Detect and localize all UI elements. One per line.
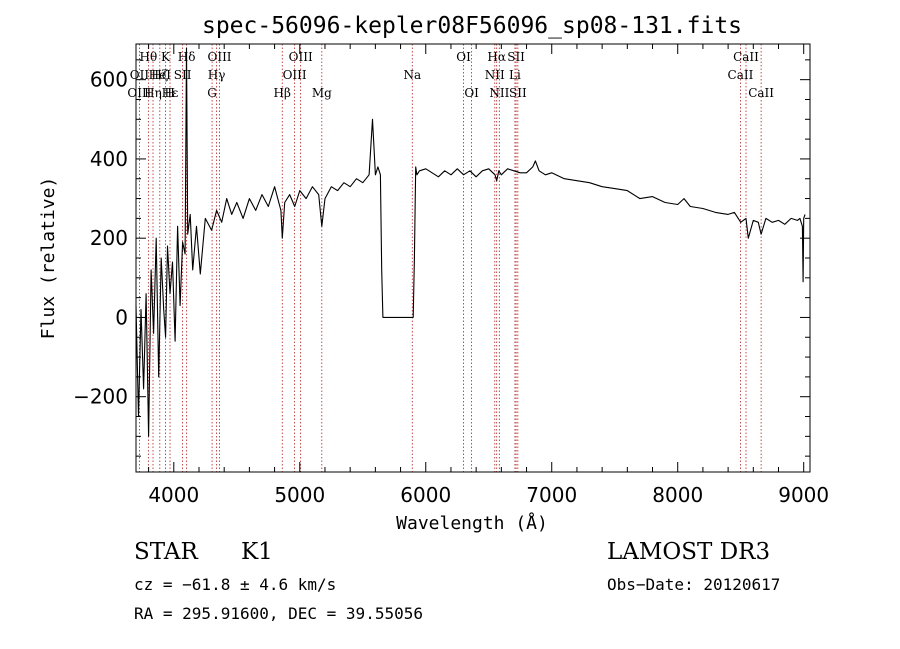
spectrum-line: [135, 47, 806, 437]
line-label: OII: [130, 68, 150, 82]
line-label: NII: [489, 86, 509, 100]
line-label: Hη: [144, 86, 162, 100]
line-label: SII: [507, 50, 525, 64]
line-label: Mg: [312, 86, 332, 100]
line-label: Hζ: [151, 68, 168, 82]
line-label: OIII: [207, 50, 231, 64]
y-tick-label: 0: [115, 305, 128, 329]
y-tick-label: 400: [90, 147, 128, 171]
line-label: OIII: [289, 50, 313, 64]
plot-frame: [135, 43, 811, 473]
line-label: OI: [456, 50, 471, 64]
line-label: OIII: [127, 86, 151, 100]
line-label: CaII: [748, 86, 774, 100]
survey-name: LAMOST DR3: [607, 539, 771, 565]
line-label: Hγ: [208, 68, 226, 82]
line-label: Li: [509, 68, 521, 82]
y-tick-label: −200: [73, 385, 128, 409]
line-label: H: [165, 86, 175, 100]
line-label: Hθ: [139, 50, 157, 64]
line-markers: [139, 44, 762, 472]
x-tick-label: 7000: [526, 483, 577, 507]
ra-dec: RA = 295.91600, DEC = 39.55056: [134, 604, 423, 623]
y-axis-label: Flux (relative): [38, 177, 59, 340]
redshift-cz: cz = −61.8 ± 4.6 km/s: [134, 575, 337, 594]
chart-title: spec-56096-kepler08F56096_sp08-131.fits: [202, 13, 742, 39]
object-class: STAR: [134, 539, 198, 565]
y-tick-label: 600: [90, 68, 128, 92]
line-label: Hβ: [274, 86, 291, 100]
axis-ticks: 4000 5000 6000 7000 8000 9000 −200 0 200 400 600: [73, 44, 829, 507]
line-label: CaII: [733, 50, 759, 64]
line-label: CaII: [728, 68, 754, 82]
line-label: K: [161, 50, 171, 64]
line-label: Hε: [162, 86, 179, 100]
spectrum-series: [135, 47, 806, 437]
object-subclass: K1: [241, 539, 273, 565]
line-label: OIII: [283, 68, 307, 82]
line-label: SII: [174, 68, 192, 82]
line-label: NII: [485, 68, 505, 82]
x-tick-label: 8000: [652, 483, 703, 507]
y-tick-label: 200: [90, 226, 128, 250]
line-label: G: [207, 86, 217, 100]
x-tick-label: 5000: [274, 483, 325, 507]
line-label: OI: [464, 86, 479, 100]
line-label: SII: [509, 86, 527, 100]
x-tick-label: 6000: [400, 483, 451, 507]
line-label: Hα: [487, 50, 506, 64]
x-axis-label: Wavelength (Å): [396, 512, 548, 534]
x-tick-label: 4000: [148, 483, 199, 507]
x-tick-label: 9000: [778, 483, 829, 507]
line-label: Na: [403, 68, 421, 82]
obs-date: Obs−Date: 20120617: [607, 575, 781, 594]
line-label: HeI: [149, 68, 172, 82]
